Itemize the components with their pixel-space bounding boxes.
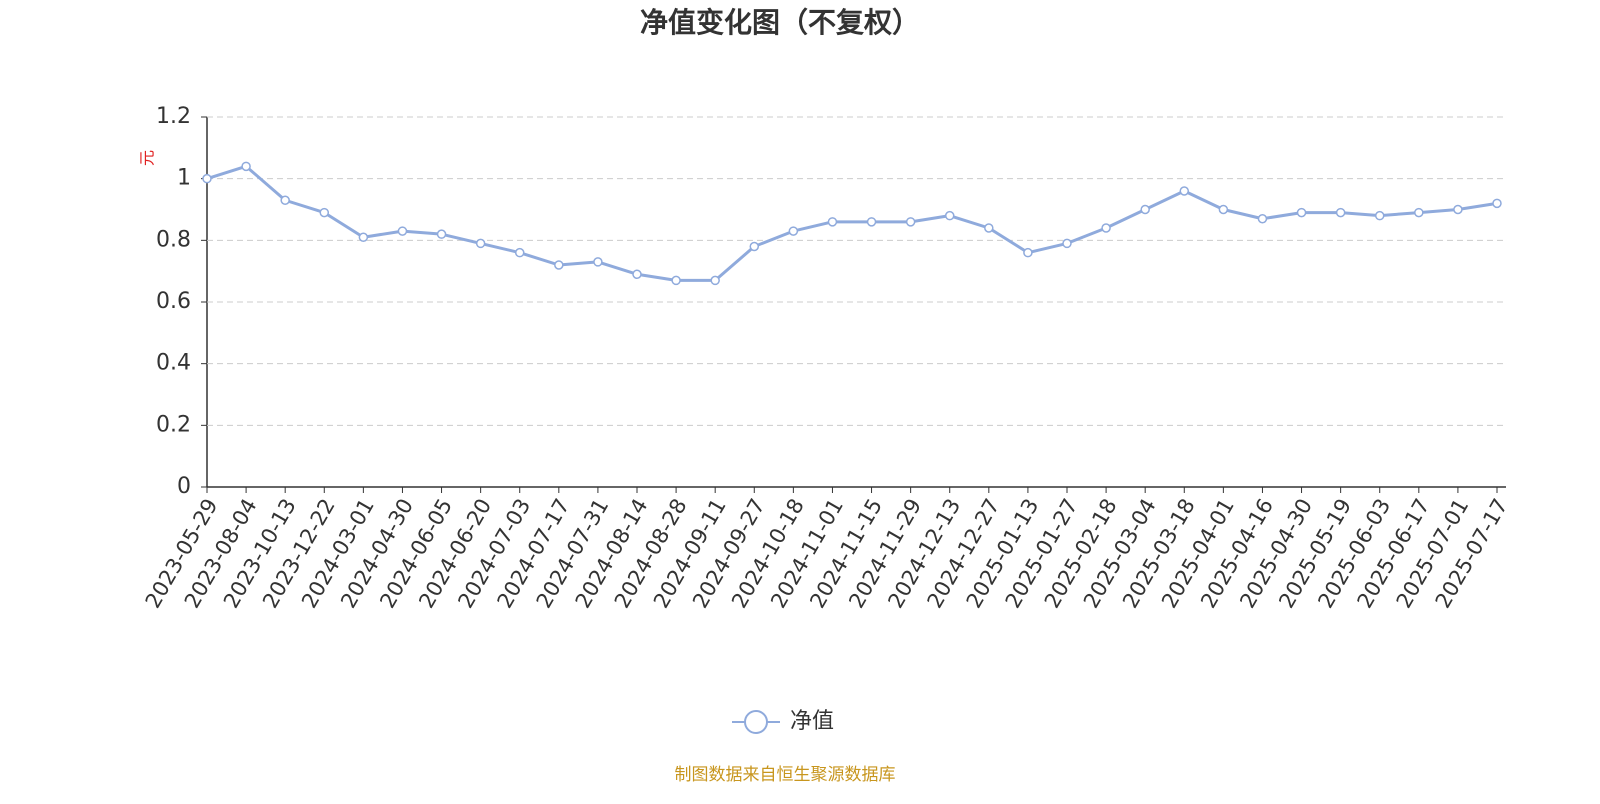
- y-tick-label: 0.8: [156, 227, 191, 252]
- point: [984, 223, 994, 233]
- point: [1453, 204, 1463, 215]
- y-axis-label: 元: [138, 150, 157, 166]
- point: [749, 241, 760, 252]
- point: [202, 173, 212, 184]
- point: [944, 210, 955, 221]
- point: [1101, 223, 1111, 233]
- line: [206, 164, 1498, 282]
- point: [1335, 207, 1346, 218]
- y-tick-label: 0.6: [156, 289, 191, 314]
- point: [866, 217, 877, 227]
- point: [475, 238, 486, 249]
- point: [593, 257, 603, 267]
- y-tick-label: 1.2: [156, 104, 191, 129]
- point: [827, 217, 838, 227]
- point: [1492, 198, 1502, 209]
- legend-marker: [744, 710, 768, 734]
- point: [710, 275, 720, 286]
- point: [554, 260, 564, 270]
- point: [319, 207, 330, 218]
- point: [1218, 204, 1229, 215]
- point: [1374, 210, 1385, 221]
- point: [1414, 207, 1424, 218]
- y-tick-label: 0: [177, 474, 191, 499]
- point: [905, 217, 916, 227]
- point: [436, 229, 447, 239]
- point: [1023, 247, 1033, 258]
- point: [1062, 238, 1072, 249]
- y-tick-label: 0.2: [156, 412, 191, 437]
- y-tick-label: 0.4: [156, 351, 191, 376]
- point: [241, 161, 251, 172]
- point: [1140, 204, 1150, 215]
- point: [514, 247, 525, 258]
- point: [397, 226, 408, 236]
- point: [1257, 214, 1268, 224]
- point: [280, 195, 290, 205]
- point: [358, 232, 369, 242]
- point: [671, 275, 681, 286]
- legend-label: 净值: [790, 709, 834, 734]
- source: 制图数据来自恒生聚源数据库: [675, 765, 896, 785]
- point: [1179, 186, 1190, 196]
- y-tick-label: 1: [177, 166, 191, 191]
- point: [632, 269, 642, 279]
- point: [788, 226, 799, 236]
- point: [1296, 207, 1307, 218]
- chart-title: 净值变化图（不复权）: [640, 6, 920, 39]
